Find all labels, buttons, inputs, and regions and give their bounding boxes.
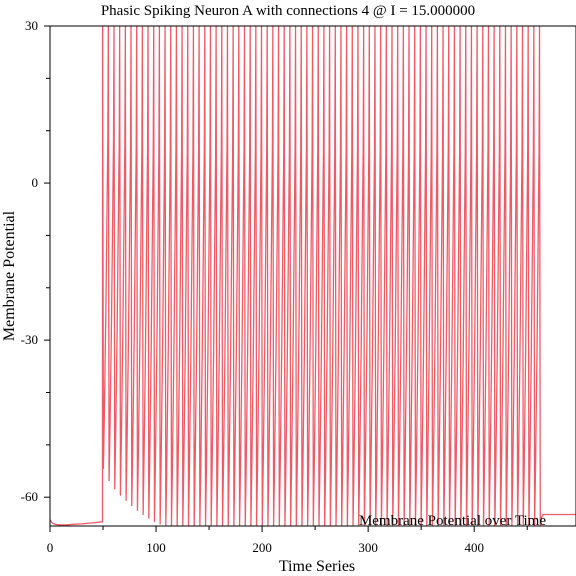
- x-tick-label: 400: [464, 540, 484, 555]
- y-axis-ticks: -60 -30 0 30: [21, 18, 50, 504]
- legend-label: Membrane Potential over Time: [359, 513, 546, 529]
- y-tick-label: 0: [32, 175, 39, 190]
- y-tick-label: 30: [25, 18, 38, 33]
- y-tick-label: -30: [21, 332, 38, 347]
- x-tick-label: 200: [252, 540, 272, 555]
- x-axis-label: Time Series: [279, 558, 355, 575]
- x-axis-ticks: 0 100 200 300 400: [47, 526, 528, 555]
- plot-area: [49, 25, 576, 527]
- plot-frame: [49, 25, 576, 527]
- y-axis-label: Membrane Potential: [1, 210, 18, 341]
- x-tick-label: 100: [146, 540, 166, 555]
- x-tick-label: 300: [358, 540, 378, 555]
- x-tick-label: 0: [47, 540, 54, 555]
- y-tick-label: -60: [21, 489, 38, 504]
- chart-title: Phasic Spiking Neuron A with connections…: [101, 3, 475, 19]
